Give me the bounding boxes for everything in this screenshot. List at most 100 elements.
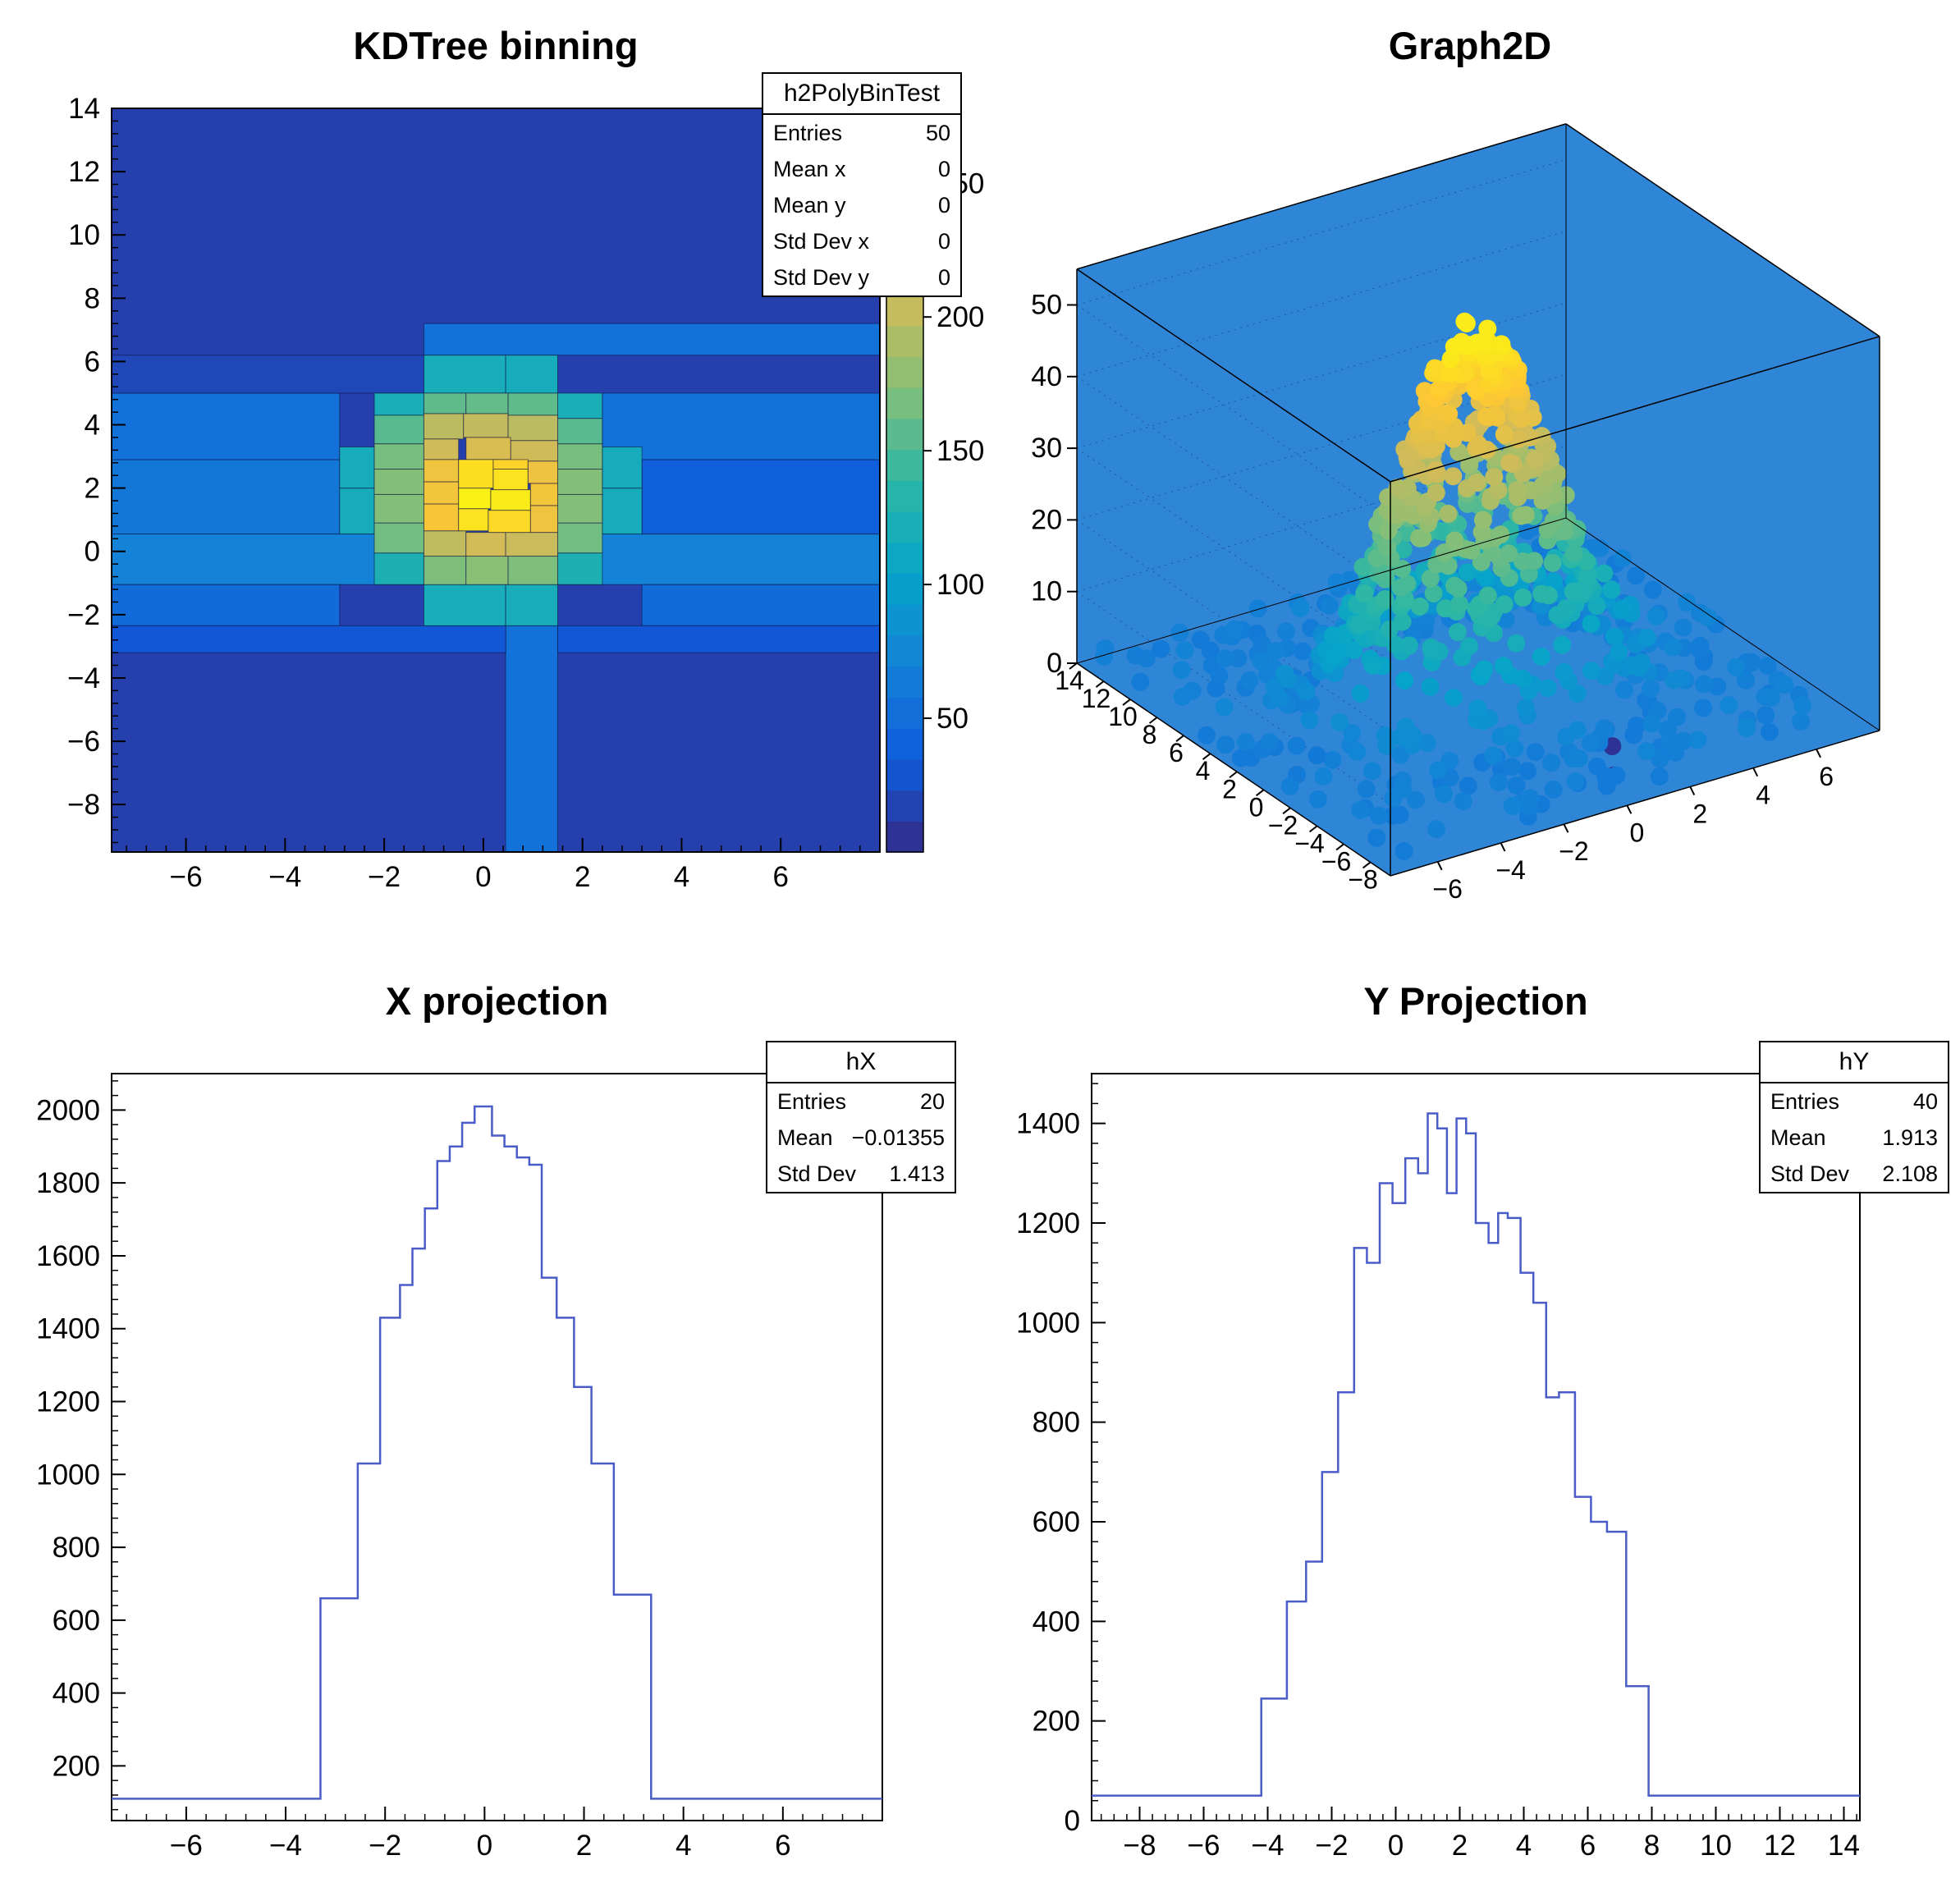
z-tick-label: 40 xyxy=(1031,361,1062,392)
y-tick-label: 600 xyxy=(1033,1506,1080,1538)
scatter-point xyxy=(1500,454,1519,473)
y-tick-label: 12 xyxy=(68,156,100,188)
scatter-point xyxy=(1459,776,1477,795)
kdtree-bin xyxy=(488,510,531,534)
kdtree-bin xyxy=(112,355,424,394)
scatter-point xyxy=(1307,746,1326,765)
kdtree-bin xyxy=(423,503,460,532)
scatter-point xyxy=(1720,696,1738,715)
scatter-point xyxy=(1280,776,1299,795)
scatter-point xyxy=(1351,800,1370,819)
kdtree-bin xyxy=(423,530,467,557)
scatter-point xyxy=(1517,699,1536,717)
kdtree-bin xyxy=(458,508,489,532)
scatter-point xyxy=(1344,640,1363,659)
kdtree-bin xyxy=(556,493,603,524)
kdtree-bin xyxy=(423,459,460,483)
x-tick-label: −2 xyxy=(369,1830,401,1862)
kdtree-bin xyxy=(423,413,465,440)
scatter-point xyxy=(1629,657,1648,676)
kdtree-bin xyxy=(556,443,603,470)
scatter-point xyxy=(1544,780,1563,799)
scatter-point xyxy=(1694,699,1713,717)
axes: −6 −4 −2 0 2 4 6 200 400 600 800 1000 1200 1400 1600 18… xyxy=(36,1073,883,1862)
scatter-point xyxy=(1526,743,1545,762)
scatter-point xyxy=(1252,653,1271,671)
scatter-point xyxy=(1429,761,1448,780)
kdtree-bin xyxy=(112,459,341,535)
scatter-point xyxy=(1291,598,1310,617)
plot-frame xyxy=(111,108,881,853)
kdtree-bin xyxy=(373,493,424,524)
y-tick-label: −4 xyxy=(67,662,100,694)
y-tick-label: 10 xyxy=(1108,702,1138,731)
yproj-stats-box[interactable]: hY Entries 40 Mean 1.913 Std Dev 2.108 xyxy=(1759,1041,1949,1193)
scatter-point xyxy=(1678,593,1697,612)
scatter-point xyxy=(1362,762,1381,781)
scatter-point xyxy=(1297,682,1316,701)
scatter-point xyxy=(1388,479,1407,497)
kdtree-bin xyxy=(490,489,531,511)
scatter-point xyxy=(1437,404,1456,423)
scatter-point xyxy=(1419,411,1438,430)
scatter-point xyxy=(1215,698,1234,717)
scatter-point xyxy=(1216,735,1235,754)
kdtree-bin xyxy=(556,469,603,495)
scatter-point xyxy=(1395,671,1414,690)
scatter-point xyxy=(1485,468,1504,487)
scatter-point xyxy=(1491,525,1510,544)
kdtree-bin xyxy=(556,625,880,653)
xproj-title: X projection xyxy=(385,979,609,1023)
z-tick-label: 50 xyxy=(1031,290,1062,321)
kdtree-bin xyxy=(465,437,511,460)
y-tick-label: 400 xyxy=(53,1678,100,1710)
kdtree-bin xyxy=(423,355,506,394)
y-tick-label: 4 xyxy=(85,410,100,442)
scatter-point xyxy=(1441,364,1460,382)
stat-mean: Mean −0.01355 xyxy=(777,1125,945,1150)
kdtree-bin xyxy=(507,556,558,585)
x-tick-label: −6 xyxy=(1432,874,1462,904)
scatter-point xyxy=(1484,746,1503,765)
scatter-point xyxy=(1294,642,1312,661)
y-tick-label: 2 xyxy=(85,473,100,505)
x-tick-label: 6 xyxy=(775,1830,790,1862)
scatter-point xyxy=(1582,614,1601,633)
kdtree-bin xyxy=(602,392,880,460)
scatter-point xyxy=(1661,731,1680,749)
scatter-point xyxy=(1323,750,1342,769)
scatter-point xyxy=(1674,618,1692,637)
stats-histogram-name: hX xyxy=(767,1042,955,1083)
scatter-point xyxy=(1775,676,1794,694)
scatter-point xyxy=(1210,666,1229,685)
scatter-point xyxy=(1426,359,1445,378)
scatter-point xyxy=(1422,638,1440,657)
scatter-point xyxy=(1445,531,1464,550)
kdtree-bin xyxy=(507,415,558,442)
y-tick-label: 8 xyxy=(85,282,100,314)
scatter-point xyxy=(1131,672,1150,691)
scatter-point xyxy=(1544,572,1563,591)
stats-histogram-name: hY xyxy=(1761,1042,1948,1083)
stat-entries: Entries 50 xyxy=(773,121,950,145)
scatter-point xyxy=(1320,596,1339,615)
scatter-point xyxy=(1468,699,1487,718)
scatter-point xyxy=(1564,582,1582,601)
xproj-stats-box[interactable]: hX Entries 20 Mean −0.01355 Std Dev 1.413 xyxy=(766,1041,956,1193)
scatter-point xyxy=(1695,675,1714,694)
stat-entries: Entries 40 xyxy=(1770,1089,1938,1114)
z-tick-label: 20 xyxy=(1031,504,1062,535)
scatter-point xyxy=(1445,337,1463,356)
y-tick-label: −4 xyxy=(1294,828,1324,858)
scatter-point xyxy=(1343,723,1362,742)
scatter-point xyxy=(1610,643,1628,662)
scatter-point xyxy=(1460,336,1479,355)
scatter-point xyxy=(1642,679,1660,698)
scatter-point xyxy=(1627,566,1646,585)
y-tick-label: 4 xyxy=(1196,756,1211,786)
x-tick-label: −2 xyxy=(368,861,401,893)
scatter-point xyxy=(1378,537,1397,556)
kdtree-bin xyxy=(492,459,529,470)
kdtree-bin xyxy=(465,556,509,585)
